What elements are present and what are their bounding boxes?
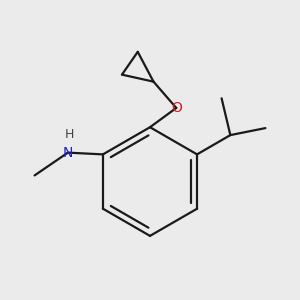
Text: N: N <box>63 146 73 160</box>
Text: O: O <box>171 101 182 115</box>
Text: H: H <box>65 128 74 141</box>
